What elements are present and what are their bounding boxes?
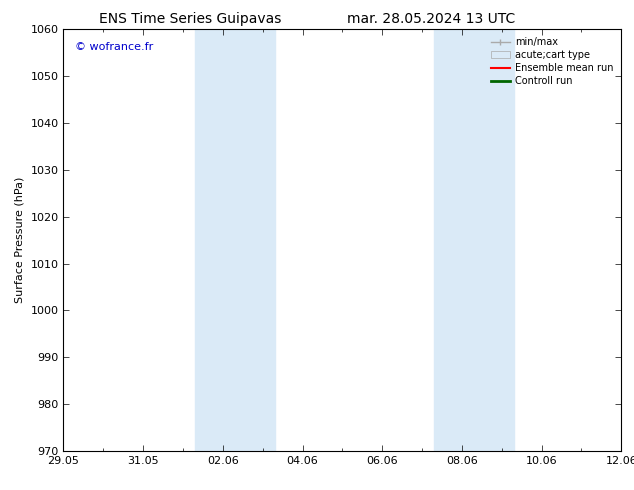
Text: mar. 28.05.2024 13 UTC: mar. 28.05.2024 13 UTC <box>347 12 515 26</box>
Text: © wofrance.fr: © wofrance.fr <box>75 42 153 52</box>
Bar <box>195 29 275 451</box>
Text: ENS Time Series Guipavas: ENS Time Series Guipavas <box>99 12 281 26</box>
Y-axis label: Surface Pressure (hPa): Surface Pressure (hPa) <box>15 177 25 303</box>
Legend: min/max, acute;cart type, Ensemble mean run, Controll run: min/max, acute;cart type, Ensemble mean … <box>488 34 616 89</box>
Bar <box>434 29 514 451</box>
